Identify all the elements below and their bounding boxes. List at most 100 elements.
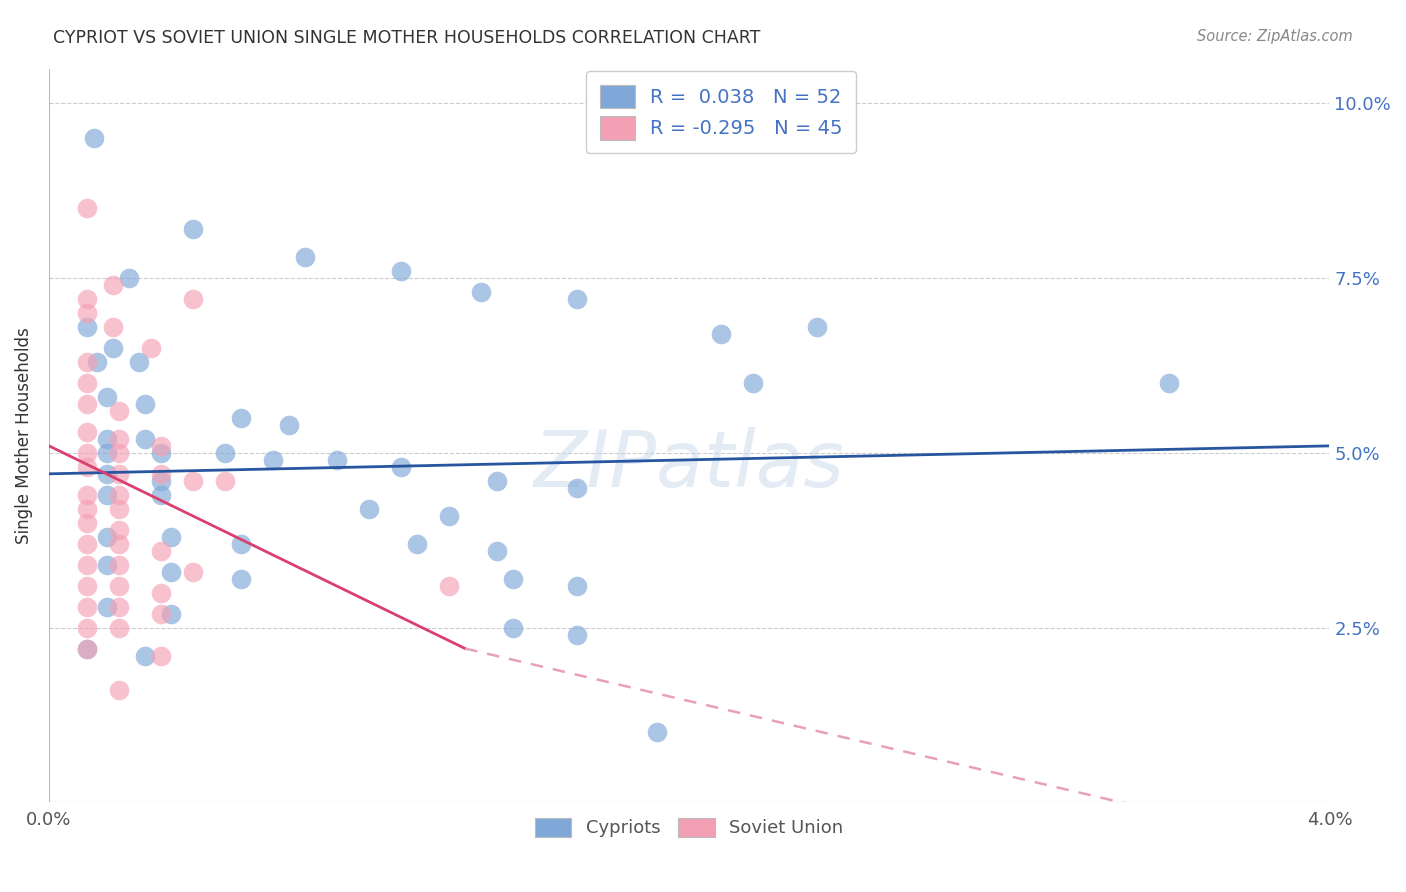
Point <box>150 439 173 453</box>
Point <box>229 537 252 551</box>
Point <box>108 432 131 446</box>
Point <box>645 725 668 739</box>
Point <box>150 446 173 460</box>
Point <box>134 432 156 446</box>
Point <box>181 474 204 488</box>
Point <box>76 292 98 306</box>
Point <box>389 459 412 474</box>
Point <box>214 446 236 460</box>
Point <box>76 201 98 215</box>
Point <box>76 355 98 369</box>
Point <box>86 355 108 369</box>
Point <box>108 523 131 537</box>
Point <box>76 397 98 411</box>
Point <box>262 453 284 467</box>
Point <box>108 558 131 572</box>
Point <box>76 501 98 516</box>
Point <box>101 278 124 293</box>
Point <box>118 271 141 285</box>
Point <box>76 537 98 551</box>
Point <box>101 320 124 334</box>
Point <box>150 467 173 481</box>
Point <box>159 607 181 621</box>
Point <box>83 131 105 145</box>
Point <box>389 264 412 278</box>
Point <box>76 641 98 656</box>
Point <box>565 292 588 306</box>
Point <box>96 558 118 572</box>
Point <box>76 425 98 439</box>
Point <box>76 306 98 320</box>
Point <box>710 327 733 342</box>
Point <box>108 446 131 460</box>
Point <box>486 543 509 558</box>
Point <box>150 543 173 558</box>
Point <box>76 488 98 502</box>
Point <box>76 376 98 390</box>
Point <box>101 341 124 355</box>
Point <box>108 599 131 614</box>
Point <box>502 621 524 635</box>
Point <box>141 341 163 355</box>
Point <box>76 320 98 334</box>
Point <box>437 579 460 593</box>
Point <box>742 376 765 390</box>
Point <box>108 501 131 516</box>
Point <box>76 641 98 656</box>
Y-axis label: Single Mother Households: Single Mother Households <box>15 327 32 544</box>
Point <box>96 446 118 460</box>
Point <box>96 599 118 614</box>
Point <box>150 648 173 663</box>
Point <box>565 627 588 641</box>
Point <box>108 537 131 551</box>
Point <box>214 474 236 488</box>
Point <box>108 404 131 418</box>
Point <box>76 579 98 593</box>
Point <box>470 285 492 300</box>
Point <box>565 481 588 495</box>
Point <box>76 516 98 530</box>
Point <box>229 411 252 425</box>
Point <box>326 453 349 467</box>
Point <box>278 417 301 432</box>
Point <box>294 250 316 264</box>
Point <box>108 621 131 635</box>
Point <box>108 467 131 481</box>
Text: Source: ZipAtlas.com: Source: ZipAtlas.com <box>1197 29 1353 44</box>
Point <box>150 585 173 599</box>
Point <box>134 397 156 411</box>
Point <box>806 320 828 334</box>
Legend: Cypriots, Soviet Union: Cypriots, Soviet Union <box>529 811 851 845</box>
Point <box>76 558 98 572</box>
Point <box>181 292 204 306</box>
Point <box>76 621 98 635</box>
Point <box>150 474 173 488</box>
Point <box>108 488 131 502</box>
Point <box>96 432 118 446</box>
Point <box>406 537 429 551</box>
Point <box>96 488 118 502</box>
Point <box>96 467 118 481</box>
Text: CYPRIOT VS SOVIET UNION SINGLE MOTHER HOUSEHOLDS CORRELATION CHART: CYPRIOT VS SOVIET UNION SINGLE MOTHER HO… <box>53 29 761 46</box>
Point <box>359 501 381 516</box>
Point <box>229 572 252 586</box>
Text: ZIPatlas: ZIPatlas <box>534 426 845 503</box>
Point <box>159 530 181 544</box>
Point <box>181 222 204 236</box>
Point <box>181 565 204 579</box>
Point <box>150 607 173 621</box>
Point <box>108 683 131 698</box>
Point <box>76 459 98 474</box>
Point <box>76 599 98 614</box>
Point <box>1159 376 1181 390</box>
Point <box>502 572 524 586</box>
Point <box>486 474 509 488</box>
Point <box>96 530 118 544</box>
Point <box>565 579 588 593</box>
Point <box>96 390 118 404</box>
Point <box>76 446 98 460</box>
Point <box>159 565 181 579</box>
Point <box>108 579 131 593</box>
Point <box>150 488 173 502</box>
Point <box>437 508 460 523</box>
